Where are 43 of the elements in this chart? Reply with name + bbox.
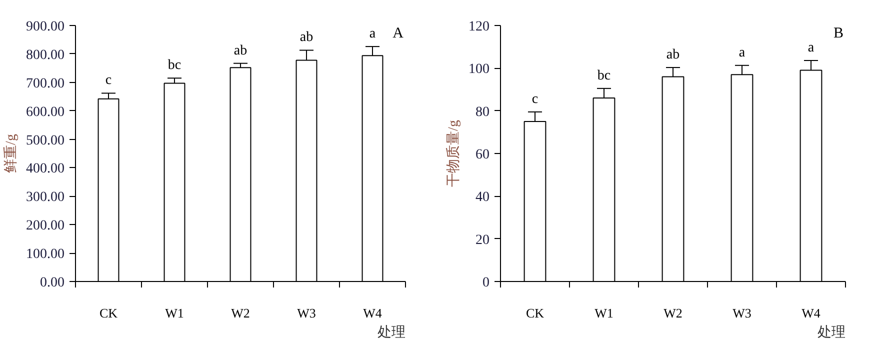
x-axis-title: 处理 bbox=[818, 324, 846, 340]
annotation: ab bbox=[234, 43, 248, 58]
y-axis-title: 干物质量/g bbox=[446, 120, 462, 187]
annotation: c bbox=[532, 92, 538, 107]
y-tick-label: 400.00 bbox=[26, 162, 64, 177]
y-axis-title: 鲜重/g bbox=[3, 134, 19, 173]
x-tick-label: W2 bbox=[664, 306, 682, 320]
annotation: A bbox=[392, 26, 404, 42]
annotation: bc bbox=[168, 58, 182, 74]
annotation: ab bbox=[300, 30, 314, 46]
x-tick-label: CK bbox=[99, 306, 118, 320]
y-tick-label: 100.00 bbox=[26, 247, 64, 262]
x-tick-label: W4 bbox=[363, 306, 382, 320]
x-axis-title: 处理 bbox=[378, 324, 406, 340]
y-tick-label: 700.00 bbox=[26, 76, 64, 92]
annotation: ab bbox=[666, 48, 680, 63]
x-tick-label: W1 bbox=[165, 306, 184, 320]
x-tick-label: W3 bbox=[297, 306, 316, 320]
y-tick-label: 800.00 bbox=[26, 48, 64, 63]
y-tick-label: 0.00 bbox=[40, 276, 64, 290]
y-tick-label: 300.00 bbox=[26, 190, 64, 206]
annotation: a bbox=[738, 45, 746, 60]
y-tick-label: 80 bbox=[476, 104, 490, 120]
y-tick-label: 20 bbox=[476, 232, 490, 248]
annotation: c bbox=[105, 73, 112, 88]
annotation: bc bbox=[597, 68, 611, 84]
y-tick-label: 120 bbox=[468, 20, 490, 34]
y-tick-label: 500.00 bbox=[26, 133, 64, 148]
x-tick-label: CK bbox=[526, 306, 545, 320]
x-tick-label: W2 bbox=[231, 306, 250, 320]
y-tick-label: 900.00 bbox=[26, 20, 64, 34]
annotation: a bbox=[808, 40, 815, 56]
y-tick-label: 60 bbox=[476, 148, 490, 162]
x-tick-label: W4 bbox=[802, 306, 821, 320]
y-tick-label: 0 bbox=[482, 276, 490, 290]
x-tick-label: W3 bbox=[732, 306, 752, 320]
x-tick-label: W1 bbox=[594, 306, 614, 320]
y-tick-label: 600.00 bbox=[26, 104, 64, 120]
annotation: a bbox=[369, 26, 376, 42]
y-tick-label: 100 bbox=[468, 62, 490, 78]
y-tick-label: 40 bbox=[476, 190, 490, 206]
annotation: B bbox=[833, 26, 844, 42]
y-tick-label: 200.00 bbox=[26, 218, 64, 234]
